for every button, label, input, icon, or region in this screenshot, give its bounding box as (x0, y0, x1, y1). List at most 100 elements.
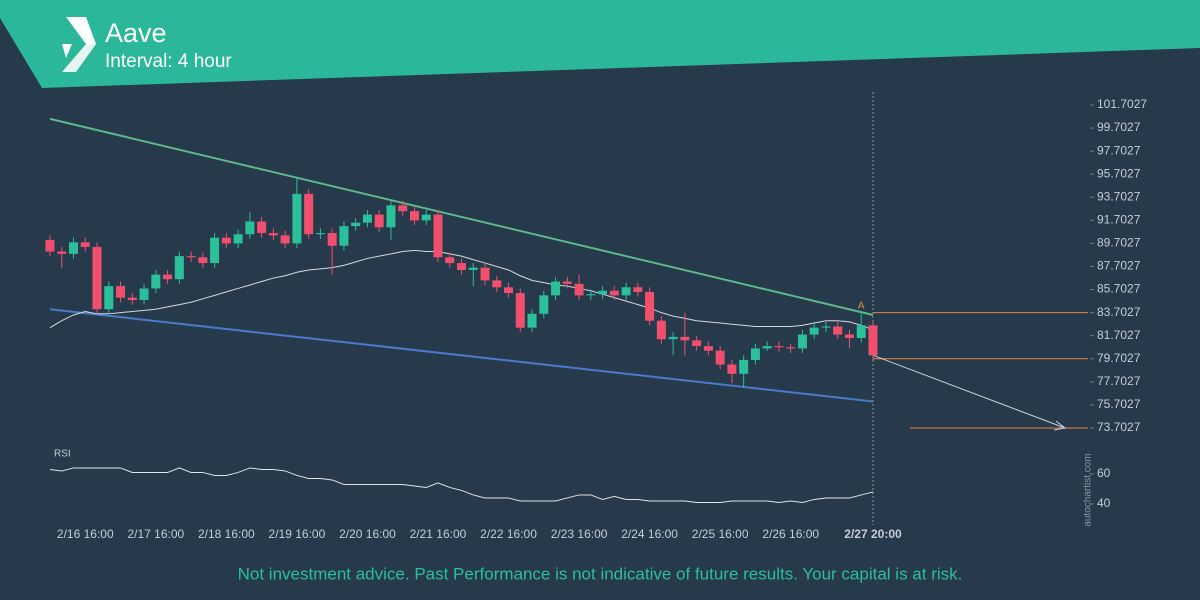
x-tick-label: 2/23 16:00 (551, 527, 608, 541)
x-tick-label: 2/18 16:00 (198, 527, 255, 541)
candle-body (762, 346, 772, 349)
x-tick-label: 2/27 20:00 (844, 527, 902, 541)
y-tick-label: 83.7027 (1097, 305, 1141, 319)
candle-body (739, 359, 749, 374)
y-tick-label: 77.7027 (1097, 374, 1141, 388)
candle-body (127, 297, 137, 300)
candle-body (292, 193, 302, 244)
y-tick-label: 93.7027 (1097, 189, 1141, 203)
x-tick-label: 2/24 16:00 (621, 527, 678, 541)
lower-trendline (49, 308, 874, 403)
candle-body (421, 214, 431, 221)
y-tick-label: 75.7027 (1097, 397, 1141, 411)
candle-body (198, 257, 208, 264)
y-tick-label: 89.7027 (1097, 236, 1141, 250)
candle-body (57, 251, 67, 254)
candle-body (245, 221, 255, 235)
candle-body (621, 287, 631, 296)
candle-body (833, 326, 843, 335)
candle-body (151, 274, 161, 289)
candle-body (633, 287, 643, 292)
candle-body (69, 242, 79, 254)
candle-body (104, 286, 114, 310)
logo (62, 44, 96, 72)
x-tick-label: 2/19 16:00 (269, 527, 326, 541)
candle-body (116, 286, 126, 298)
candle-body (315, 233, 325, 235)
y-tick-label: 73.7027 (1097, 420, 1141, 434)
annotation: A (858, 300, 865, 311)
candle-body (586, 294, 596, 296)
candle-body (492, 280, 502, 288)
candle-body (715, 350, 725, 365)
candle-body (409, 211, 419, 221)
candle-body (174, 256, 184, 280)
candle-body (551, 281, 561, 296)
y-tick-label: 91.7027 (1097, 213, 1141, 227)
candle-body (480, 267, 490, 281)
upper-trendline (49, 117, 874, 316)
candle-body (774, 346, 784, 348)
x-tick-label: 2/21 16:00 (410, 527, 467, 541)
y-tick-label: 87.7027 (1097, 259, 1141, 273)
y-tick-label: 99.7027 (1097, 120, 1141, 134)
candle-body (656, 320, 666, 340)
x-tick-label: 2/26 16:00 (762, 527, 819, 541)
candle-body (515, 293, 525, 328)
candle-body (268, 233, 278, 236)
candle-body (80, 242, 90, 247)
candle-body (574, 283, 584, 296)
candle-body (680, 336, 690, 341)
y-tick-label: 101.7027 (1097, 97, 1147, 111)
subtitle: Interval: 4 hour (105, 51, 232, 72)
x-tick-label: 2/22 16:00 (480, 527, 537, 541)
candle-body (868, 325, 878, 356)
candle-body (598, 290, 608, 295)
candle-body (468, 267, 478, 270)
candle-body (374, 214, 384, 228)
y-tick-label: 40 (1097, 496, 1111, 510)
candle-body (539, 295, 549, 314)
candle-body (257, 221, 267, 234)
disclaimer: Not investment advice. Past Performance … (238, 564, 963, 583)
y-tick-label: 79.7027 (1097, 351, 1141, 365)
candle-body (304, 193, 314, 235)
candle-body (456, 263, 466, 270)
x-tick-label: 2/25 16:00 (692, 527, 749, 541)
candle-body (809, 327, 819, 335)
candle-body (221, 237, 231, 244)
candle-body (527, 313, 537, 328)
y-tick-label: 60 (1097, 466, 1111, 480)
candle-body (362, 214, 372, 223)
y-tick-label: 81.7027 (1097, 328, 1141, 342)
candle-body (856, 325, 866, 339)
candle-body (139, 288, 149, 300)
watermark: autochartist.com (1083, 453, 1094, 526)
rsi-line (49, 467, 874, 503)
candle-body (562, 281, 572, 284)
candle-body (821, 326, 831, 328)
candle-body (668, 336, 678, 340)
candle-body (645, 291, 655, 321)
y-tick-label: 97.7027 (1097, 143, 1141, 157)
header-band (0, 0, 1200, 88)
candle-body (398, 205, 408, 212)
candle-body (692, 340, 702, 347)
logo (62, 44, 72, 58)
y-tick-label: 95.7027 (1097, 166, 1141, 180)
x-tick-label: 2/20 16:00 (339, 527, 396, 541)
candle-body (504, 287, 514, 294)
candle-body (750, 348, 760, 360)
candle-body (786, 347, 796, 349)
candle-body (210, 237, 220, 264)
x-tick-label: 2/16 16:00 (57, 527, 114, 541)
arrow-head (1053, 420, 1067, 431)
candle-body (233, 234, 243, 244)
candle-body (339, 226, 349, 246)
logo (66, 17, 96, 44)
candle-body (186, 256, 196, 258)
candle-body (386, 205, 396, 228)
panel-title: RSI (54, 449, 71, 460)
candle-body (433, 214, 443, 258)
candle-body (280, 235, 290, 244)
